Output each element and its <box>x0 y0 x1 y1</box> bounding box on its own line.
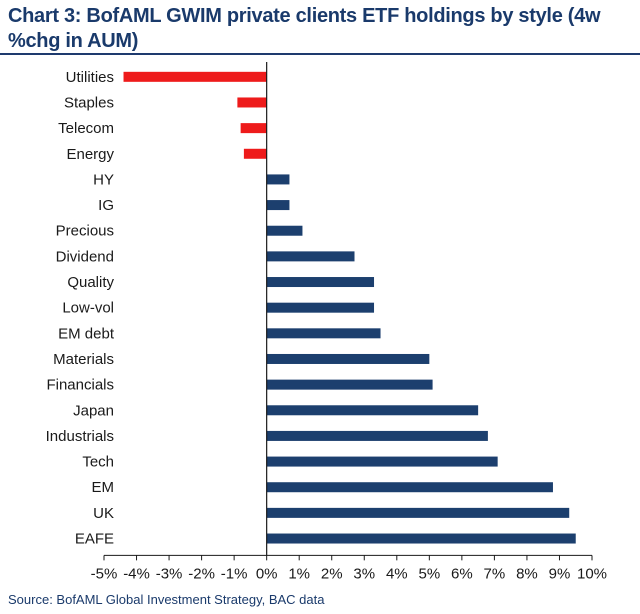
bar-dividend <box>266 251 355 262</box>
category-label: EAFE <box>75 531 114 548</box>
x-tick-label: -1% <box>221 565 248 582</box>
bar-hy <box>266 174 290 185</box>
category-label: Dividend <box>56 248 114 265</box>
category-label: UK <box>93 505 114 522</box>
category-label: Energy <box>66 146 114 163</box>
category-label: Quality <box>67 274 114 291</box>
bar-em-debt <box>266 328 381 339</box>
category-label: HY <box>93 171 114 188</box>
category-label: IG <box>98 197 114 214</box>
title-rule <box>0 53 640 55</box>
x-tick-label: 7% <box>484 565 506 582</box>
bar-low-vol <box>266 302 375 313</box>
source-note: Source: BofAML Global Investment Strateg… <box>8 592 325 607</box>
x-tick-label: 4% <box>386 565 408 582</box>
category-label: Staples <box>64 94 114 111</box>
bar-precious <box>266 225 303 236</box>
category-label: Tech <box>82 454 114 471</box>
category-labels: Utilities Staples Telecom Energy HY IG Preciou… <box>46 69 115 548</box>
bar-uk <box>266 507 570 518</box>
category-label: EM debt <box>58 325 115 342</box>
chart-title: Chart 3: BofAML GWIM private clients ETF… <box>8 5 601 52</box>
bar-em <box>266 482 553 493</box>
category-label: Telecom <box>58 120 114 137</box>
x-tick-label: 2% <box>321 565 343 582</box>
category-label: EM <box>92 479 115 496</box>
x-tick-label: 10% <box>577 565 607 582</box>
category-label: Industrials <box>46 428 114 445</box>
x-axis-ticks: -5% -4% -3% -2% -1% 0% 1% 2% 3% 4% 5% 6% 7% 8% 9% 10% <box>91 555 607 582</box>
bar-ig <box>266 200 290 211</box>
bar-financials <box>266 379 433 390</box>
category-label: Low-vol <box>62 300 114 317</box>
category-label: Utilities <box>66 69 114 86</box>
x-tick-label: -2% <box>188 565 215 582</box>
bar-eafe <box>266 533 576 544</box>
category-label: Precious <box>56 223 114 240</box>
category-label: Materials <box>53 351 114 368</box>
bar-quality <box>266 277 375 288</box>
x-tick-label: 0% <box>256 565 278 582</box>
x-tick-label: -4% <box>123 565 150 582</box>
x-tick-label: 8% <box>516 565 538 582</box>
bar-staples <box>237 97 267 108</box>
bar-utilities <box>123 71 267 82</box>
x-tick-label: 5% <box>418 565 440 582</box>
bar-energy <box>243 148 267 159</box>
x-tick-label: 6% <box>451 565 473 582</box>
category-label: Japan <box>73 402 114 419</box>
bar-telecom <box>240 123 267 134</box>
category-label: Financials <box>46 377 114 394</box>
bar-chart: Utilities Staples Telecom Energy HY IG Preciou… <box>46 62 607 582</box>
bar-japan <box>266 405 479 416</box>
bars-layer <box>123 71 576 544</box>
x-tick-label: -5% <box>91 565 118 582</box>
x-tick-label: 1% <box>288 565 310 582</box>
bar-industrials <box>266 430 488 441</box>
bar-tech <box>266 456 498 467</box>
x-tick-label: 3% <box>353 565 375 582</box>
x-tick-label: 9% <box>549 565 571 582</box>
bar-materials <box>266 353 430 364</box>
x-tick-label: -3% <box>156 565 183 582</box>
